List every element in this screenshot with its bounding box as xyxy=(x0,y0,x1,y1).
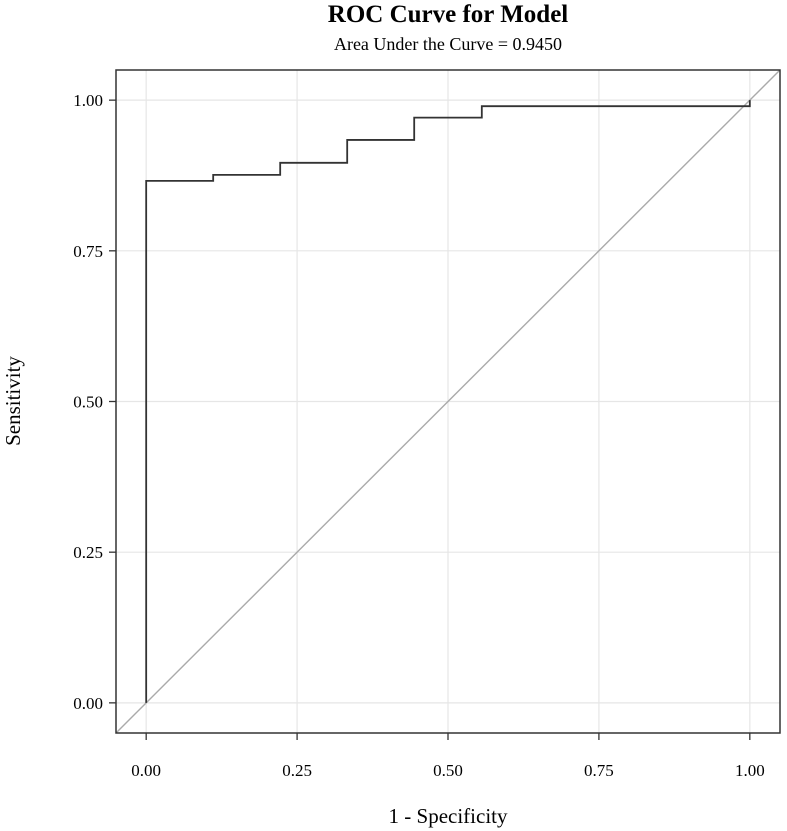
roc-step-line xyxy=(145,100,751,703)
y-ticks: 0.00 0.25 0.50 0.75 1.00 xyxy=(73,91,116,713)
y-tick-label: 0.50 xyxy=(73,393,103,412)
x-tick-label: 0.50 xyxy=(433,761,463,780)
x-axis-label: 1 - Specificity xyxy=(389,804,508,828)
chart-subtitle: Area Under the Curve = 0.9450 xyxy=(334,34,562,54)
grid-lines xyxy=(116,70,780,733)
y-tick-label: 1.00 xyxy=(73,91,103,110)
y-axis-label: Sensitivity xyxy=(1,356,25,446)
x-tick-label: 0.00 xyxy=(131,761,161,780)
y-tick-label: 0.75 xyxy=(73,242,103,261)
reference-line xyxy=(115,69,781,734)
x-tick-label: 0.75 xyxy=(584,761,614,780)
diagonal-reference-line xyxy=(115,69,781,734)
x-tick-label: 0.25 xyxy=(282,761,312,780)
roc-curve xyxy=(145,100,751,703)
y-tick-label: 0.00 xyxy=(73,694,103,713)
x-ticks: 0.00 0.25 0.50 0.75 1.00 xyxy=(131,733,765,780)
y-tick-label: 0.25 xyxy=(73,543,103,562)
x-tick-label: 1.00 xyxy=(735,761,765,780)
chart-title: ROC Curve for Model xyxy=(328,1,569,28)
